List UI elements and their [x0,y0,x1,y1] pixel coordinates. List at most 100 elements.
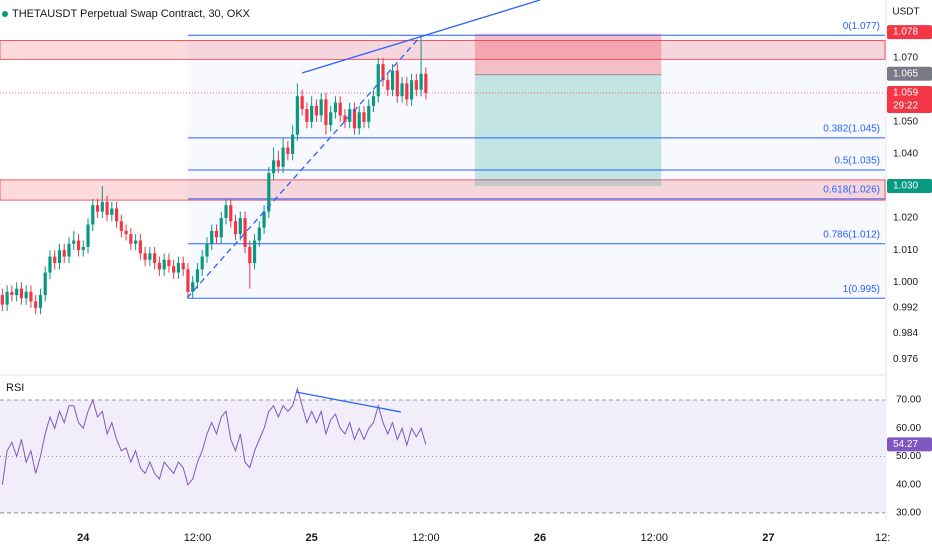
candle-body [229,205,233,222]
candle-body [409,80,414,100]
rsi-band [0,400,885,513]
candle-body [100,202,104,212]
candle-body [34,301,38,308]
candle-body [219,218,223,238]
candle-body [386,80,390,90]
x-tick-label: 12: [875,532,890,544]
candle-body [200,256,204,270]
candle-body [57,250,62,263]
price-label-box [887,179,932,193]
candle-body [72,240,76,244]
candle-body [195,269,200,283]
candle-body [53,256,57,263]
candle-body [129,234,133,244]
currency-label: USDT [892,7,919,18]
candle-body [81,246,85,251]
candle-body [191,282,195,292]
y-tick-label: 1.020 [893,213,918,224]
candle-body [134,240,138,244]
x-tick-label: 27 [762,532,774,544]
fib-label: 0(1.077) [843,21,880,32]
candle-body [138,240,142,254]
fib-label: 1(0.995) [843,284,880,295]
candle-body [395,70,399,97]
rsi-title: RSI [6,382,24,394]
supply-zone [0,179,886,201]
candle-body [414,80,418,90]
fib-label: 0.618(1.026) [823,184,880,195]
candle-body [24,291,28,299]
candle-body [338,102,342,116]
x-tick-label: 12:00 [640,532,668,544]
y-tick-label: 1.070 [893,52,918,63]
position-reward [474,74,662,186]
candle-body [262,211,266,228]
candle-body [110,208,114,215]
candle-body [357,112,361,129]
candle-body [10,291,14,296]
candle-body [276,160,280,167]
candle-body [43,272,47,296]
candle-body [300,96,304,110]
candle-body [95,205,100,212]
candle-body [29,291,33,302]
candle-body [343,115,347,122]
candle-body [153,253,157,263]
price-label-box [887,86,932,113]
candle-body [281,147,285,167]
candle-body [86,224,90,247]
candle-body [214,230,219,238]
countdown: 29:22 [893,101,918,112]
candle-body [105,202,109,215]
candle-body [314,105,319,116]
x-tick-label: 12:00 [412,532,440,544]
x-tick-label: 26 [534,532,546,544]
candle-body [257,227,261,241]
candle-body [267,173,271,212]
candle-body [329,112,333,126]
candle-body [319,99,323,116]
candle-body [5,291,9,305]
x-tick-label: 25 [306,532,318,544]
rsi-tick-label: 60.00 [896,423,921,434]
y-tick-label: 0.992 [893,303,918,314]
candle-body [162,259,166,270]
rsi-tick-label: 50.00 [896,451,921,462]
candle-body [167,259,171,267]
x-tick-label: 12:00 [184,532,212,544]
price-label: 1.065 [893,68,918,79]
candle-body [186,269,190,292]
candle-body [381,64,385,81]
x-tick-label: 24 [77,532,90,544]
y-tick-label: 1.000 [893,277,918,288]
fib-label: 0.786(1.012) [823,229,880,240]
price-label-box [887,25,932,40]
candle-body [367,105,371,122]
candle-body [291,134,295,154]
candle-body [148,253,152,260]
candle-body [205,243,209,257]
trend-line-dashed [186,36,421,299]
candle-body [305,109,309,122]
candle-body [181,262,185,270]
candle-body [172,266,176,273]
fib-label: 0.382(1.045) [823,124,880,135]
candle-body [248,246,252,263]
candle-body [362,112,366,122]
candle-body [243,218,247,247]
rsi-tick-label: 70.00 [896,395,921,406]
candle-body [114,208,119,222]
candle-body [400,83,404,97]
rsi-tick-label: 40.00 [896,479,921,490]
candle-body [376,64,380,97]
rsi-trend-line [295,391,402,413]
y-tick-label: 0.976 [893,354,918,365]
candle-body [238,218,242,235]
candle-body [176,262,181,273]
candle-body [352,109,357,129]
rsi-last-box [887,437,932,452]
status-dot [2,11,8,17]
candle-body [271,160,276,174]
